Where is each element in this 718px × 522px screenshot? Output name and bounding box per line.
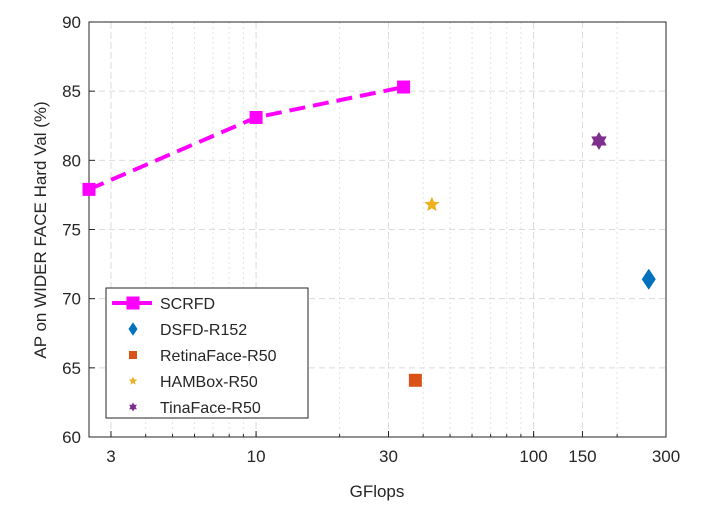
data-point-scrfd — [82, 182, 96, 196]
y-tick-label: 80 — [62, 151, 81, 170]
legend-label-dsfd-r152: DSFD-R152 — [160, 322, 247, 339]
y-tick-label: 60 — [62, 428, 81, 447]
y-axis-label: AP on WIDER FACE Hard Val (%) — [31, 101, 50, 358]
legend-box — [105, 287, 309, 419]
legend-marker-dsfd-r152 — [128, 322, 138, 336]
legend: SCRFD DSFD-R152 RetinaFace-R50 HAMBox-R50 Ti… — [105, 287, 309, 419]
x-axis-label: GFlops — [350, 482, 405, 501]
y-tick-label: 65 — [62, 359, 81, 378]
data-point-retinaface-r50 — [408, 373, 422, 387]
axis-ticks: 3 10 30 100 150 300 60 65 70 75 80 85 90 — [62, 13, 680, 466]
x-tick-label: 100 — [519, 447, 547, 466]
x-tick-label: 3 — [106, 447, 115, 466]
x-tick-label: 150 — [568, 447, 596, 466]
data-point-hambox-r50 — [424, 196, 440, 212]
x-tick-label: 10 — [247, 447, 266, 466]
y-tick-label: 85 — [62, 82, 81, 101]
legend-marker-tinaface-r50 — [129, 402, 137, 412]
y-tick-label: 90 — [62, 13, 81, 32]
data-point-scrfd — [249, 110, 263, 124]
legend-label-hambox-r50: HAMBox-R50 — [160, 374, 258, 391]
legend-label-retinaface-r50: RetinaFace-R50 — [160, 348, 277, 365]
legend-marker-scrfd — [126, 296, 140, 310]
legend-label-tinaface-r50: TinaFace-R50 — [160, 400, 261, 417]
data-point-scrfd — [397, 80, 411, 94]
x-tick-label: 300 — [652, 447, 680, 466]
legend-label-scrfd: SCRFD — [160, 296, 215, 313]
y-tick-label: 70 — [62, 290, 81, 309]
data-point-dsfd-r152 — [641, 268, 656, 290]
x-tick-label: 30 — [379, 447, 398, 466]
series-line-scrfd — [88, 85, 404, 192]
legend-marker-hambox-r50 — [128, 376, 138, 385]
data-point-tinaface-r50 — [591, 132, 607, 150]
legend-marker-retinaface-r50 — [129, 351, 137, 359]
data-marks — [82, 80, 656, 387]
y-tick-label: 75 — [62, 221, 81, 240]
